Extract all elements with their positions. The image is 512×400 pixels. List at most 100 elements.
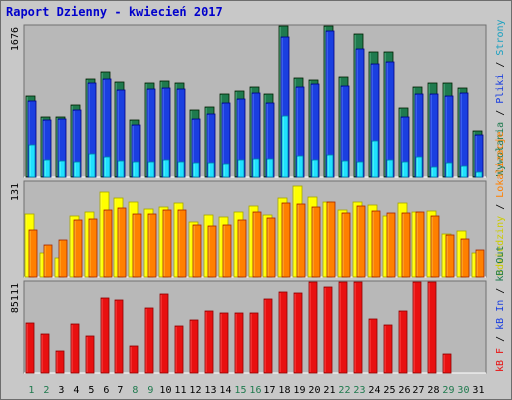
bar: [192, 162, 200, 178]
panel-middle-ymax-label: 131: [10, 183, 21, 201]
bar-fill: [296, 203, 306, 278]
bar: [189, 319, 199, 374]
bar: [442, 353, 452, 374]
chart-title: Raport Dzienny - kwiecień 2017: [6, 5, 223, 19]
bar-fill: [266, 217, 276, 278]
bar-fill: [189, 319, 199, 374]
bar: [430, 215, 440, 278]
bar: [55, 350, 65, 374]
bar: [356, 205, 366, 278]
bar: [252, 158, 260, 178]
bar-fill: [293, 292, 303, 374]
legend-entry: /: [495, 198, 506, 216]
bar-fill: [25, 322, 35, 374]
panel-bottom-legend: kB F / kB In / kB Out: [495, 246, 506, 372]
bar: [341, 212, 351, 278]
bar-fill: [88, 153, 96, 178]
bar-fill: [460, 238, 470, 278]
bar: [219, 312, 229, 374]
legend-entry: kB In: [495, 300, 506, 330]
x-tick-label: 6: [103, 385, 109, 396]
bar-fill: [281, 115, 289, 178]
panel-middle: 131 Odwiedziny / Lokalizacje: [10, 131, 506, 278]
legend-entry: Pliki: [495, 74, 506, 104]
bar-fill: [296, 155, 304, 178]
x-tick-label: 8: [132, 385, 138, 396]
bar: [100, 297, 110, 374]
bar: [252, 211, 262, 278]
series-kB F: [25, 281, 452, 374]
bar: [475, 171, 483, 178]
bar: [159, 293, 169, 374]
bar-fill: [85, 335, 95, 374]
bar: [144, 307, 154, 374]
bar-fill: [114, 299, 124, 374]
bar-fill: [237, 159, 245, 178]
x-tick-label: 11: [174, 385, 186, 396]
panel-middle-legend: Odwiedziny / Lokalizacje: [495, 131, 506, 276]
x-tick-label: 30: [457, 385, 469, 396]
bar-fill: [58, 160, 66, 178]
bar: [103, 156, 111, 178]
bar-fill: [281, 202, 291, 278]
x-tick-label: 23: [353, 385, 365, 396]
bar: [281, 202, 291, 278]
bar-fill: [415, 156, 423, 178]
bar: [371, 140, 379, 178]
x-tick-label: 28: [427, 385, 439, 396]
x-tick-label: 3: [58, 385, 64, 396]
x-tick-label: 10: [159, 385, 171, 396]
bar-fill: [415, 211, 425, 278]
bar-fill: [445, 234, 455, 278]
bar: [207, 162, 215, 178]
bar: [162, 159, 170, 178]
bar-fill: [147, 213, 157, 278]
bar: [174, 325, 184, 374]
bar-fill: [192, 224, 202, 278]
x-tick-label: 29: [442, 385, 454, 396]
bar-fill: [88, 218, 98, 278]
bar-fill: [207, 225, 217, 278]
bar-fill: [100, 297, 110, 374]
bar-fill: [338, 281, 348, 374]
x-tick-label: 17: [263, 385, 275, 396]
legend-entry: Lokalizacje: [495, 131, 506, 197]
bar-fill: [28, 229, 38, 278]
bar: [296, 155, 304, 178]
bar: [338, 281, 348, 374]
bar: [278, 291, 288, 374]
bar-fill: [237, 219, 247, 278]
bar: [356, 161, 364, 178]
x-tick-label: 15: [234, 385, 246, 396]
bar: [103, 209, 113, 278]
legend-entry: Strony: [495, 19, 506, 55]
bar-fill: [323, 286, 333, 374]
bar: [401, 161, 409, 178]
bar-fill: [427, 281, 437, 374]
bar: [293, 292, 303, 374]
bar-fill: [383, 324, 393, 374]
bar-fill: [442, 353, 452, 374]
bar: [386, 159, 394, 178]
bar-fill: [147, 161, 155, 178]
bar: [25, 322, 35, 374]
bar: [460, 165, 468, 178]
bar-fill: [234, 312, 244, 374]
x-tick-label: 19: [293, 385, 305, 396]
x-tick-label: 25: [383, 385, 395, 396]
x-tick-label: 21: [323, 385, 335, 396]
bar-fill: [204, 310, 214, 374]
bar-fill: [401, 161, 409, 178]
bar: [368, 318, 378, 374]
bar-fill: [266, 158, 274, 178]
bar-fill: [58, 239, 68, 278]
x-tick-label: 31: [472, 385, 484, 396]
bar: [237, 159, 245, 178]
x-tick-label: 12: [189, 385, 201, 396]
bar-fill: [371, 140, 379, 178]
bar-fill: [73, 161, 81, 178]
bar: [177, 161, 185, 178]
bar-fill: [70, 323, 80, 374]
bar-fill: [192, 162, 200, 178]
